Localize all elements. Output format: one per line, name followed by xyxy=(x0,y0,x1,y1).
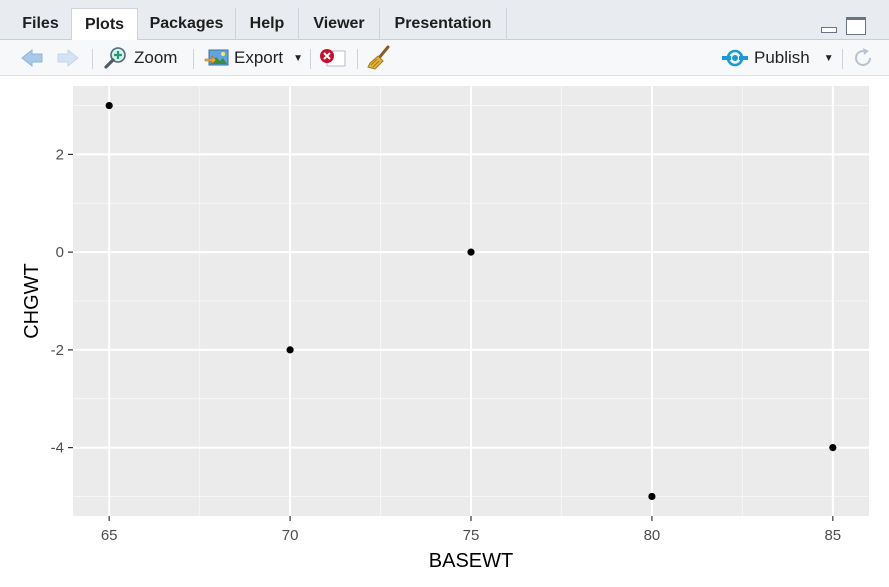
export-image-icon xyxy=(204,49,229,66)
y-axis-label: CHGWT xyxy=(21,263,43,339)
y-tick-label: 2 xyxy=(56,146,64,163)
tab-plots[interactable]: Plots xyxy=(71,8,138,41)
data-point xyxy=(829,443,837,452)
plots-toolbar: Zoom Export ▼ Pub xyxy=(0,40,889,76)
data-point xyxy=(286,346,294,354)
data-point xyxy=(105,101,113,110)
tab-presentation[interactable]: Presentation xyxy=(380,8,507,40)
minimize-icon[interactable] xyxy=(820,18,838,34)
remove-plot-button[interactable] xyxy=(319,40,347,76)
publish-menu-button[interactable]: Publish ▼ xyxy=(722,40,834,76)
export-label: Export xyxy=(234,48,284,67)
x-axis-label: BASEWT xyxy=(429,550,513,572)
toolbar-divider xyxy=(310,49,311,69)
y-tick-label: 0 xyxy=(56,244,64,261)
data-point xyxy=(467,248,475,256)
x-tick-label: 70 xyxy=(282,527,299,544)
x-tick-label: 85 xyxy=(824,527,841,544)
tab-packages[interactable]: Packages xyxy=(138,8,236,40)
arrow-left-icon xyxy=(21,48,43,68)
pane-tab-bar: Files Plots Packages Help Viewer Present… xyxy=(0,0,889,41)
remove-plot-icon xyxy=(320,49,346,67)
toolbar-divider xyxy=(357,49,358,69)
broom-icon xyxy=(367,45,390,70)
maximize-icon[interactable] xyxy=(846,17,866,35)
x-tick-label: 65 xyxy=(101,527,118,544)
toolbar-divider xyxy=(193,49,194,69)
tab-help[interactable]: Help xyxy=(236,8,299,40)
publish-icon xyxy=(722,49,748,67)
publish-label: Publish xyxy=(754,48,810,67)
tab-files[interactable]: Files xyxy=(10,8,72,40)
chevron-down-icon: ▼ xyxy=(293,52,304,64)
scatter-plot: 65 70 75 80 85 2 0 -2 -4 BASEWT CHGWT xyxy=(21,86,869,572)
chevron-down-icon: ▼ xyxy=(823,52,834,64)
arrow-right-icon xyxy=(57,48,79,68)
x-tick-label: 80 xyxy=(644,527,661,544)
y-tick-label: -4 xyxy=(51,440,64,457)
y-tick-label: -2 xyxy=(51,342,64,359)
plot-viewer: 65 70 75 80 85 2 0 -2 -4 BASEWT CHGWT xyxy=(0,76,889,582)
toolbar-divider xyxy=(842,49,843,69)
back-button[interactable] xyxy=(20,40,44,76)
zoom-button[interactable]: Zoom xyxy=(104,40,177,76)
zoom-label: Zoom xyxy=(134,48,178,67)
refresh-button[interactable] xyxy=(851,40,875,76)
export-menu-button[interactable]: Export ▼ xyxy=(204,40,303,76)
x-tick-label: 75 xyxy=(463,527,480,544)
data-point xyxy=(648,492,656,501)
zoom-icon xyxy=(104,47,126,69)
forward-button[interactable] xyxy=(56,40,80,76)
refresh-icon xyxy=(855,48,871,66)
clear-all-plots-button[interactable] xyxy=(366,40,392,76)
tab-viewer[interactable]: Viewer xyxy=(299,8,380,40)
toolbar-divider xyxy=(92,49,93,69)
